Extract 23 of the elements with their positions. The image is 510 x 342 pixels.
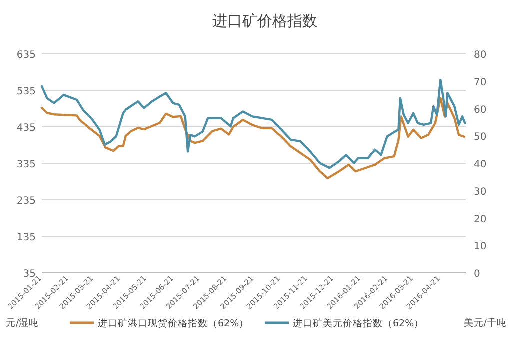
y2-tick-label: 40	[474, 160, 487, 170]
y2-tick-label: 30	[474, 186, 487, 198]
y-tick-label: 535	[16, 86, 36, 98]
y-tick-label: 335	[16, 160, 36, 170]
y-axis-title: 元/湿吨	[6, 317, 40, 329]
y2-tick-label: 60	[474, 104, 487, 116]
y2-tick-label: 10	[474, 242, 487, 253]
y2-axis-title: 美元/千吨	[464, 317, 507, 329]
legend-label: 进口矿美元价格指数（62%）	[293, 318, 424, 330]
y2-tick-label: 70	[474, 77, 487, 88]
y-tick-label: 35	[23, 269, 36, 280]
y2-tick-label: 50	[474, 132, 487, 144]
legend-label: 进口矿港口现货价格指数（62%）	[98, 318, 250, 330]
line-series	[40, 78, 466, 170]
y2-tick-label: 20	[474, 214, 487, 226]
line-series	[40, 97, 466, 180]
y2-tick-label: 80	[474, 50, 487, 61]
chart-title: 进口矿价格指数	[212, 12, 318, 30]
y-tick-label: 635	[16, 50, 36, 61]
y-tick-label: 435	[16, 123, 36, 134]
y2-tick-label: 0	[474, 269, 480, 280]
y-tick-label: 235	[16, 196, 36, 207]
y-tick-label: 135	[16, 232, 36, 244]
